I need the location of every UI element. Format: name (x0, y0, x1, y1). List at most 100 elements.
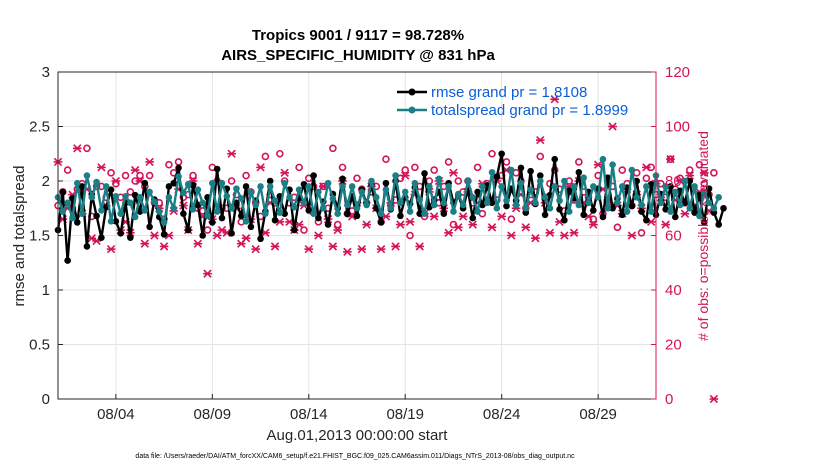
totalspread-point (667, 208, 674, 215)
y-axis-right-label: # of obs: o=possible; ×=evaluated (695, 131, 711, 341)
totalspread-point (69, 214, 76, 222)
totalspread-point (488, 168, 496, 176)
rmse-point (305, 207, 313, 214)
totalspread-point (609, 161, 616, 168)
obs-possible-point (536, 152, 545, 161)
obs-evaluated-point (227, 149, 236, 158)
totalspread-point (180, 189, 187, 197)
obs-evaluated-point (203, 269, 212, 278)
totalspread-point (532, 199, 539, 207)
totalspread-point (117, 210, 124, 217)
totalspread-point (368, 177, 375, 185)
totalspread-point (483, 199, 491, 207)
obs-possible-point (295, 163, 303, 172)
obs-possible-point (261, 152, 270, 161)
obs-evaluated-point (699, 168, 709, 177)
totalspread-point (59, 208, 67, 215)
obs-evaluated-point (545, 228, 555, 237)
rmse-point (271, 216, 279, 224)
obs-possible-point (227, 177, 236, 185)
obs-evaluated-point (72, 144, 82, 153)
rmse-point (580, 211, 587, 219)
y-tick-label-left: 1.5 (29, 228, 50, 245)
rmse-point (590, 207, 597, 214)
rmse-point (527, 167, 534, 175)
obs-evaluated-point (159, 242, 169, 251)
rmse-point (175, 164, 182, 172)
totalspread-point (387, 204, 395, 212)
rmse-point (242, 183, 250, 190)
obs-possible-point (174, 158, 183, 166)
obs-evaluated-point (251, 244, 261, 254)
totalspread-point (141, 207, 149, 214)
totalspread-point (401, 188, 409, 196)
obs-possible-point (329, 144, 337, 153)
rmse-point (561, 216, 568, 224)
obs-evaluated-point (661, 220, 670, 229)
totalspread-point (151, 198, 158, 206)
y-axis-left-label: rmse and totalspread (11, 166, 28, 307)
totalspread-point (276, 209, 284, 216)
obs-possible-point (333, 220, 342, 229)
rmse-point (291, 226, 298, 234)
rmse-point (469, 214, 477, 222)
rmse-point (541, 211, 549, 219)
obs-possible-point (406, 231, 414, 240)
obs-possible-point (444, 158, 453, 166)
obs-possible-point (700, 179, 709, 188)
obs-evaluated-point (415, 242, 425, 251)
totalspread-point (464, 177, 472, 185)
obs-possible-point (575, 158, 583, 166)
obs-possible-point (338, 163, 347, 172)
totalspread-point (136, 194, 144, 201)
obs-evaluated-point (627, 231, 637, 240)
rmse-point (503, 202, 510, 210)
obs-evaluated-point (145, 157, 154, 167)
totalspread-point (503, 197, 510, 204)
obs-possible-point (401, 166, 410, 174)
totalspread-point (213, 208, 221, 215)
obs-possible-point (488, 149, 496, 158)
obs-possible-point (642, 174, 651, 183)
rmse-point (184, 226, 192, 234)
rmse-point (565, 187, 573, 195)
y-tick-label-right: 100 (665, 119, 690, 136)
totalspread-point (271, 197, 279, 204)
legend: rmse grand pr = 1.8108 totalspread grand… (397, 84, 628, 119)
x-tick-label: 08/04 (97, 406, 135, 423)
totalspread-point (324, 179, 332, 187)
obs-evaluated-point (560, 231, 569, 240)
rmse-point (416, 210, 423, 217)
totalspread-point (358, 188, 366, 196)
obs-possible-point (63, 166, 72, 174)
obs-evaluated-point (666, 155, 675, 164)
totalspread-point (599, 155, 607, 163)
legend-rmse-marker (408, 88, 416, 96)
totalspread-point (594, 194, 602, 201)
rmse-point (536, 172, 544, 179)
totalspread-point (305, 183, 313, 190)
totalspread-point (93, 178, 100, 186)
rmse-point (493, 173, 501, 180)
totalspread-point (618, 183, 626, 190)
totalspread-point (257, 183, 264, 190)
totalspread-point (623, 208, 631, 215)
totalspread-point (643, 183, 650, 190)
rmse-point (213, 165, 221, 173)
totalspread-point (628, 166, 636, 174)
totalspread-point (242, 218, 250, 225)
rmse-point (575, 168, 583, 176)
obs-evaluated-point (449, 168, 458, 177)
totalspread-point (122, 192, 129, 200)
obs-evaluated-point (391, 242, 400, 251)
totalspread-point (348, 183, 356, 190)
x-tick-label: 08/14 (290, 406, 328, 423)
y-tick-label-right: 0 (665, 391, 673, 408)
rmse-point (421, 170, 428, 177)
totalspread-point (575, 201, 583, 209)
totalspread-point (353, 204, 361, 212)
x-tick-label: 08/24 (483, 406, 521, 423)
totalspread-point (199, 199, 206, 207)
totalspread-point (676, 201, 684, 209)
